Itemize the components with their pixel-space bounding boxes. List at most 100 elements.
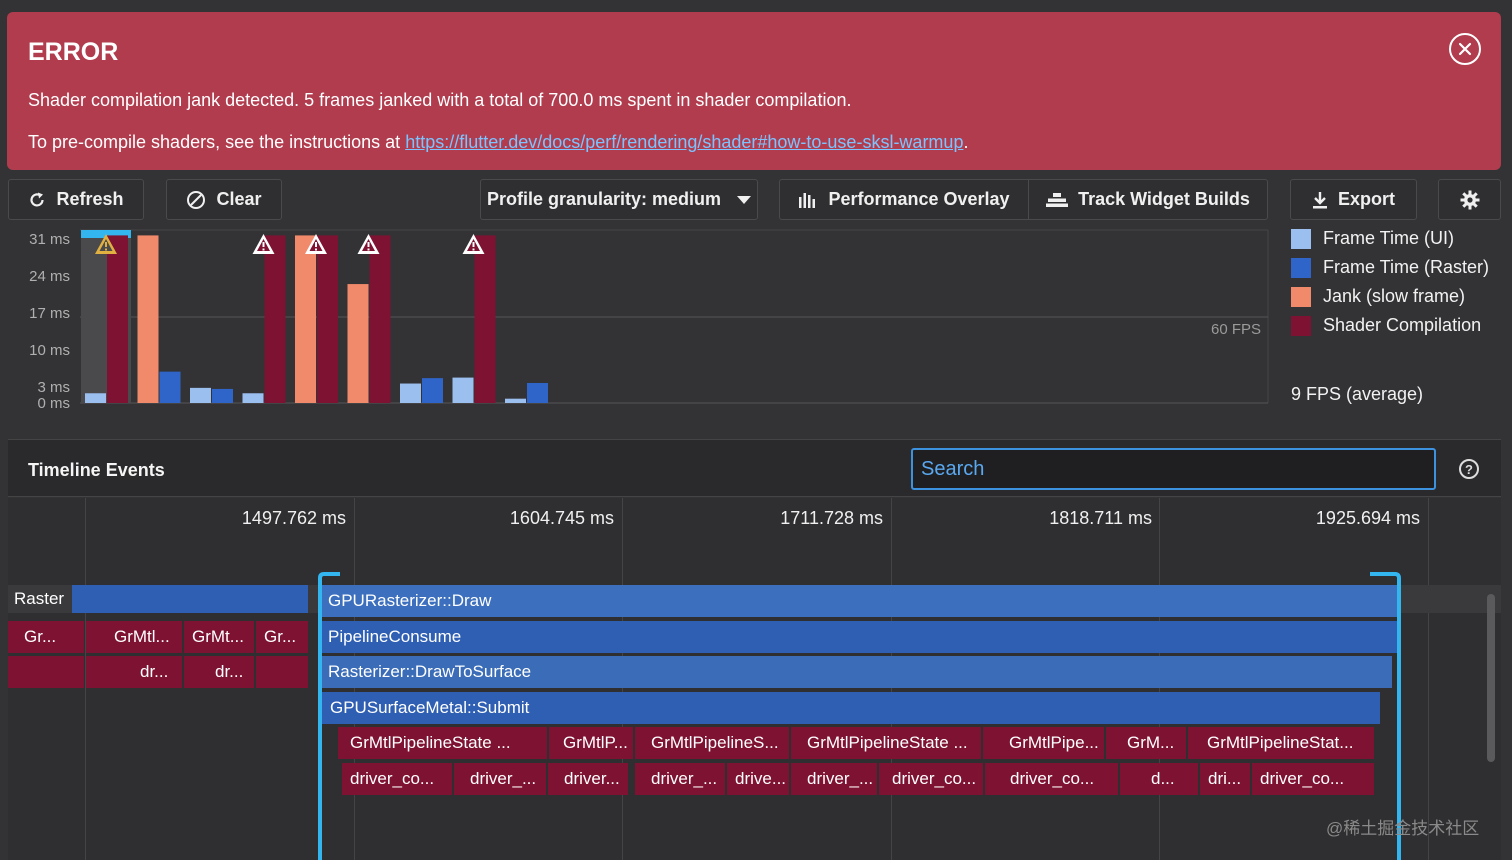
flame-event[interactable]: driver_co... (985, 763, 1118, 795)
legend-label: Shader Compilation (1323, 315, 1482, 335)
legend-label: Jank (slow frame) (1323, 286, 1466, 306)
flame-event-gpurasterizer-draw[interactable]: GPURasterizer::Draw (320, 585, 1397, 617)
refresh-icon (30, 192, 45, 206)
flame-event-draw-to-surface[interactable]: Rasterizer::DrawToSurface (320, 656, 1392, 688)
warning-icon-dot (472, 248, 475, 251)
flame-event[interactable]: d... (1120, 763, 1198, 795)
flame-event[interactable]: dr... (184, 656, 254, 688)
raster-frame-bar (422, 378, 443, 403)
ui-frame-bar (242, 393, 264, 403)
refresh-button[interactable]: Refresh (8, 179, 144, 220)
flame-event[interactable]: driver... (548, 763, 628, 795)
granularity-label: Profile granularity: medium (486, 189, 722, 209)
raster-frame-bar (212, 388, 233, 403)
ui-frame-bar (400, 383, 421, 403)
flame-event[interactable]: driver_... (454, 763, 546, 795)
flame-event[interactable]: driver_co... (342, 763, 452, 795)
legend-frame-time-ui: Frame Time (UI) (1291, 228, 1454, 249)
warning-icon-dot (262, 248, 265, 251)
timeline-scrollbar[interactable] (1487, 594, 1495, 762)
caret-down-icon (737, 195, 752, 204)
shader-warmup-link[interactable]: https://flutter.dev/docs/perf/rendering/… (405, 132, 964, 152)
flame-event[interactable]: driver_... (791, 763, 877, 795)
y-tick-label: 10 ms (29, 342, 70, 359)
download-icon (1312, 191, 1327, 208)
clear-button[interactable]: Clear (166, 179, 282, 220)
raster-frame-bar (107, 235, 128, 403)
average-fps: 9 FPS (average) (1291, 384, 1424, 404)
performance-overlay-button[interactable]: Performance Overlay (779, 179, 1029, 220)
timestamp-label: 1925.694 ms (1315, 508, 1420, 528)
legend-jank: Jank (slow frame) (1291, 286, 1465, 307)
warning-icon-dot (105, 248, 107, 251)
legend-swatch (1291, 315, 1311, 336)
raster-lane-label: Raster (8, 586, 71, 612)
ui-frame-bar (347, 284, 369, 403)
flame-event[interactable] (256, 656, 308, 688)
raster-frame-bar (317, 235, 338, 403)
legend-shader-compilation: Shader Compilation (1291, 315, 1481, 336)
refresh-label: Refresh (56, 189, 124, 209)
flame-event[interactable]: GrMtlP... (549, 727, 633, 759)
timeline-header: Timeline Events ? (8, 439, 1501, 497)
flame-event[interactable]: Gr... (256, 621, 308, 653)
fps-60-label: 60 FPS (1211, 321, 1262, 338)
timeline-flame-chart[interactable]: 1497.762 ms 1604.745 ms 1711.728 ms 1818… (8, 498, 1501, 860)
timestamp-label: 1604.745 ms (509, 508, 614, 528)
track-widget-builds-button[interactable]: Track Widget Builds (1028, 179, 1268, 220)
raster-left-event[interactable] (72, 585, 308, 613)
flame-event[interactable]: GrMtlPipelineS... (635, 727, 789, 759)
clear-label: Clear (216, 189, 262, 209)
raster-frame-bar (474, 235, 496, 403)
legend-swatch (1291, 228, 1311, 249)
error-message: Shader compilation jank detected. 5 fram… (28, 90, 852, 110)
export-button[interactable]: Export (1290, 179, 1417, 220)
timestamp-label: 1497.762 ms (241, 508, 346, 528)
flame-event[interactable]: drive... (727, 763, 789, 795)
warning-icon-mark (315, 242, 317, 247)
layers-icon (1046, 192, 1069, 207)
profile-granularity-dropdown[interactable]: Profile granularity: medium (480, 179, 758, 220)
legend-swatch (1291, 257, 1311, 278)
error-title: ERROR (28, 38, 119, 66)
y-tick-label: 24 ms (29, 268, 70, 285)
settings-button[interactable] (1438, 179, 1501, 220)
timestamp-label: 1818.711 ms (1049, 508, 1152, 528)
flame-event[interactable]: GrMtlPipelineState ... (791, 727, 981, 759)
warning-icon-mark (472, 242, 475, 247)
ui-frame-bar (190, 387, 211, 403)
instruction-suffix: . (963, 132, 969, 152)
flame-event[interactable]: driver_co... (1252, 763, 1374, 795)
flame-event-surface-submit[interactable]: GPUSurfaceMetal::Submit (322, 692, 1380, 724)
close-circle-icon (1458, 42, 1472, 56)
flame-event[interactable]: GrMtlPipelineState ... (338, 727, 547, 759)
flame-event[interactable]: GrMt... (184, 621, 254, 653)
flame-event[interactable]: GrMtlPipelineStat... (1188, 727, 1374, 759)
flame-event[interactable] (8, 656, 84, 688)
instruction-prefix: To pre-compile shaders, see the instruct… (28, 132, 406, 152)
timeline-title: Timeline Events (28, 460, 165, 480)
y-tick-label: 0 ms (37, 395, 70, 412)
flame-event[interactable]: Gr... (8, 621, 84, 653)
raster-frame-bar (159, 371, 181, 403)
frame-bars[interactable] (0, 222, 1270, 412)
grid-line (85, 498, 86, 860)
flame-event[interactable]: dri... (1200, 763, 1250, 795)
flame-event[interactable]: GrMtlPipe... (983, 727, 1104, 759)
close-banner-button[interactable] (1449, 33, 1481, 65)
flame-event-pipeline-consume[interactable]: PipelineConsume (320, 621, 1397, 653)
y-tick-label: 31 ms (29, 231, 70, 248)
grid-line (1428, 498, 1429, 860)
help-circle-icon[interactable]: ? (1459, 459, 1479, 479)
raster-frame-bar (527, 382, 548, 403)
error-instructions: To pre-compile shaders, see the instruct… (28, 132, 968, 153)
legend-frame-time-raster: Frame Time (Raster) (1291, 257, 1489, 278)
timeline-search-input[interactable] (911, 448, 1436, 490)
flame-event[interactable]: GrMtl... (86, 621, 182, 653)
flame-event[interactable]: driver_... (635, 763, 725, 795)
y-tick-label: 17 ms (29, 305, 70, 322)
flame-event[interactable]: dr... (86, 656, 182, 688)
flame-event[interactable]: driver_co... (879, 763, 983, 795)
track-widget-builds-label: Track Widget Builds (1078, 189, 1250, 209)
flame-event[interactable]: GrM... (1106, 727, 1186, 759)
